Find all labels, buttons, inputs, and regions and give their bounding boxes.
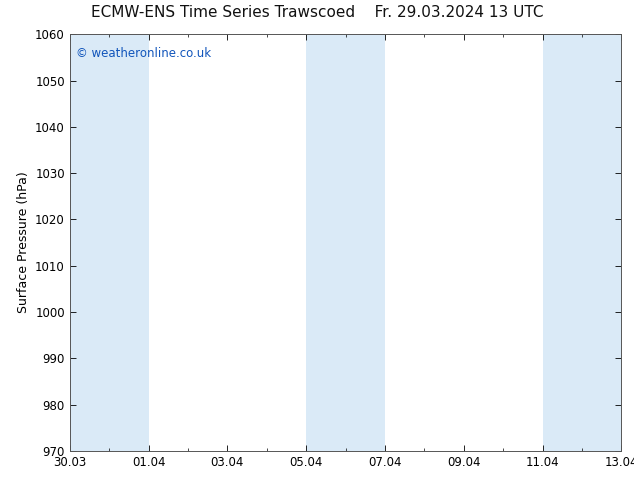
Text: ECMW-ENS Time Series Trawscoed    Fr. 29.03.2024 13 UTC: ECMW-ENS Time Series Trawscoed Fr. 29.03… [91, 5, 543, 20]
Bar [543, 34, 621, 451]
Y-axis label: Surface Pressure (hPa): Surface Pressure (hPa) [16, 172, 30, 314]
Text: © weatheronline.co.uk: © weatheronline.co.uk [76, 47, 212, 60]
Bar [70, 34, 148, 451]
Bar [306, 34, 385, 451]
